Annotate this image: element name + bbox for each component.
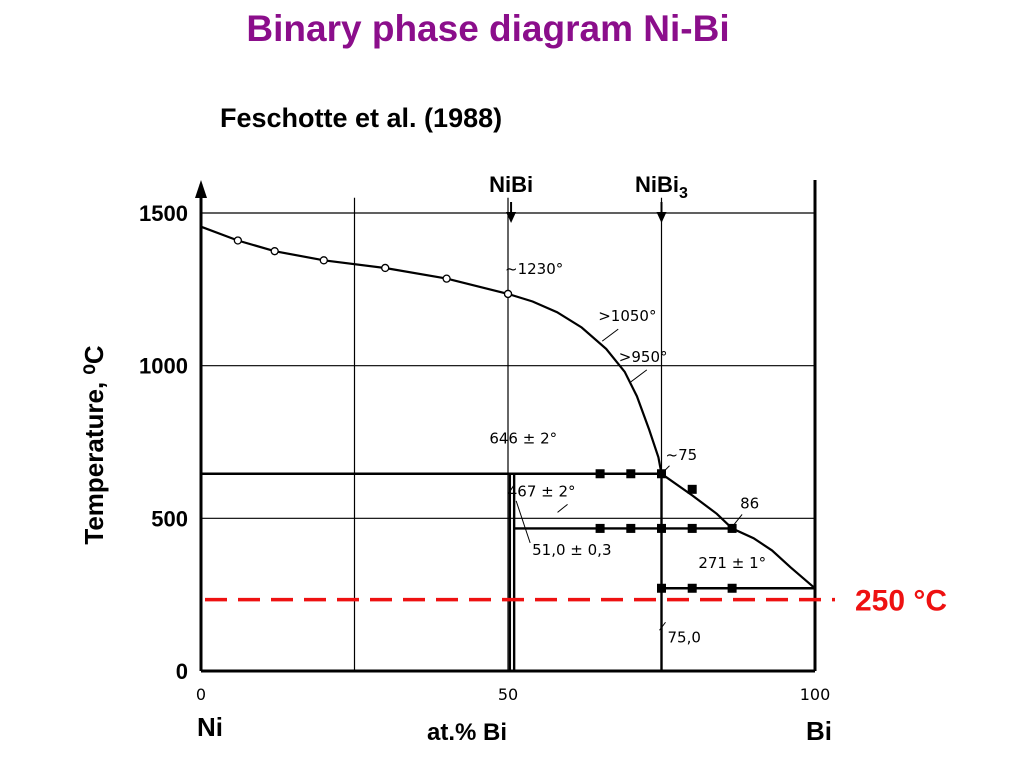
liquidus-marker xyxy=(270,247,279,256)
reference-line-label: 250 °C xyxy=(855,585,947,618)
y-tick-label: 500 xyxy=(151,506,188,531)
annotation-leader xyxy=(659,621,666,631)
square-marker xyxy=(727,523,737,533)
square-marker xyxy=(595,469,605,479)
square-marker xyxy=(657,469,666,479)
square-marker xyxy=(626,469,636,479)
square-marker xyxy=(687,583,697,593)
chart-subtitle: Feschotte et al. (1988) xyxy=(220,103,502,133)
liquidus-marker xyxy=(319,256,328,265)
annotation-text: 646 ± 2° xyxy=(489,429,557,447)
compound-labels: NiBi NiBi3 xyxy=(489,172,688,223)
compound-arrow-head xyxy=(506,212,517,223)
square-marker xyxy=(626,523,636,533)
liquidus-marker xyxy=(442,274,451,283)
compound-arrow-head xyxy=(656,212,667,223)
phase-lines xyxy=(200,225,816,671)
annotations: ~1230° >1050° >950° 646 ± 2° ~75 467 ± 2° 86 27… xyxy=(489,260,766,646)
x-tick-label: 50 xyxy=(498,685,518,704)
x-tick-label: 100 xyxy=(800,685,831,704)
annotation-text: 86 xyxy=(740,494,759,512)
right-element-label: Bi xyxy=(806,716,832,746)
x-tick-label: 0 xyxy=(196,685,206,704)
compound-label: NiBi3 xyxy=(635,172,688,202)
liquidus-curve xyxy=(200,225,816,590)
y-axis-arrow xyxy=(195,180,207,198)
y-tick-label: 1000 xyxy=(139,354,188,379)
liquidus-marker xyxy=(233,236,242,245)
compound-label: NiBi xyxy=(489,172,533,197)
annotation-leader xyxy=(601,328,619,342)
square-marker xyxy=(657,583,666,593)
square-marker xyxy=(657,523,666,533)
annotation-leader xyxy=(557,503,568,513)
annotation-text: >950° xyxy=(619,348,668,366)
y-tick-label: 0 xyxy=(176,659,188,684)
compound-name: NiBi xyxy=(489,172,533,197)
page-title: Binary phase diagram Ni-Bi xyxy=(246,8,730,49)
square-marker xyxy=(687,484,697,494)
liquidus-marker xyxy=(381,263,390,273)
compound-subscript: 3 xyxy=(679,185,688,202)
annotation-leader xyxy=(515,500,531,544)
annotation-text: ~75 xyxy=(666,446,698,464)
annotation-leader xyxy=(630,369,648,383)
annotation-text: >1050° xyxy=(598,307,656,325)
data-markers xyxy=(233,236,737,593)
annotation-text: 75,0 xyxy=(668,628,701,646)
y-tick-label: 1500 xyxy=(139,201,188,226)
x-axis-label: at.% Bi xyxy=(427,719,507,746)
annotation-text: ~1230° xyxy=(505,260,563,278)
left-element-label: Ni xyxy=(197,712,223,742)
annotation-leader xyxy=(663,465,670,473)
annotation-text: 467 ± 2° xyxy=(508,482,576,500)
reference-line-group: 250 °C xyxy=(205,585,947,618)
square-marker xyxy=(687,523,697,533)
square-marker xyxy=(595,523,605,533)
annotation-text: 271 ± 1° xyxy=(698,554,766,572)
annotation-leader xyxy=(733,514,743,525)
annotation-text: 51,0 ± 0,3 xyxy=(532,541,611,559)
liquidus-marker xyxy=(503,289,513,299)
y-axis-label: Temperature, ⁰C xyxy=(79,345,109,544)
compound-name: NiBi xyxy=(635,172,679,197)
square-marker xyxy=(727,583,737,593)
